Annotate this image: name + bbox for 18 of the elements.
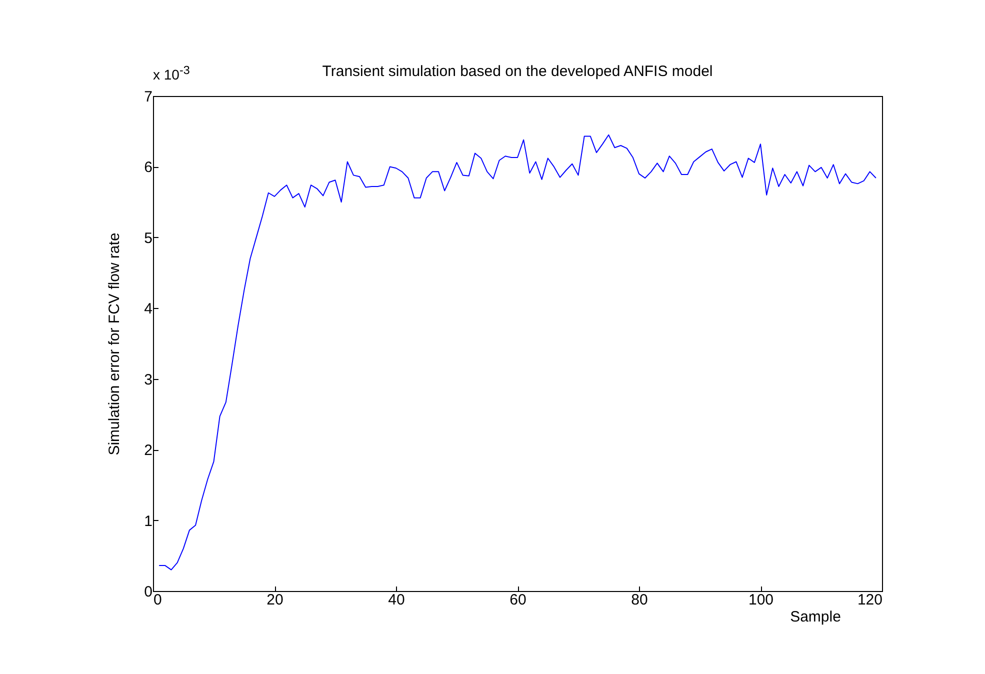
text: x 10$^{-3}$ (153, 64, 190, 83)
y-tick-label: 3 (144, 371, 152, 388)
line-series (158, 134, 876, 570)
x-tick-label: 20 (266, 592, 284, 608)
x-tick-label: 100 (748, 592, 774, 608)
x-tick-label: 120 (857, 592, 882, 608)
y-tick-label: 1 (144, 512, 152, 530)
y-axis-title: Simulation error for FCV flow rate (106, 232, 124, 456)
chart-title: Transient simulation based on the developed ANFIS model (322, 63, 713, 80)
y-tick-label: 4 (144, 300, 152, 318)
x-tick-label: 80 (631, 592, 648, 608)
x-tick-label: 60 (510, 592, 526, 608)
x-axis-title: Sample (790, 608, 841, 626)
x-tick-label: 40 (388, 592, 405, 608)
y-tick-label: 7 (144, 88, 152, 106)
y-tick-label: 6 (144, 159, 152, 176)
y-tick-label: 2 (144, 442, 152, 460)
y-tick-label: 5 (144, 230, 152, 247)
